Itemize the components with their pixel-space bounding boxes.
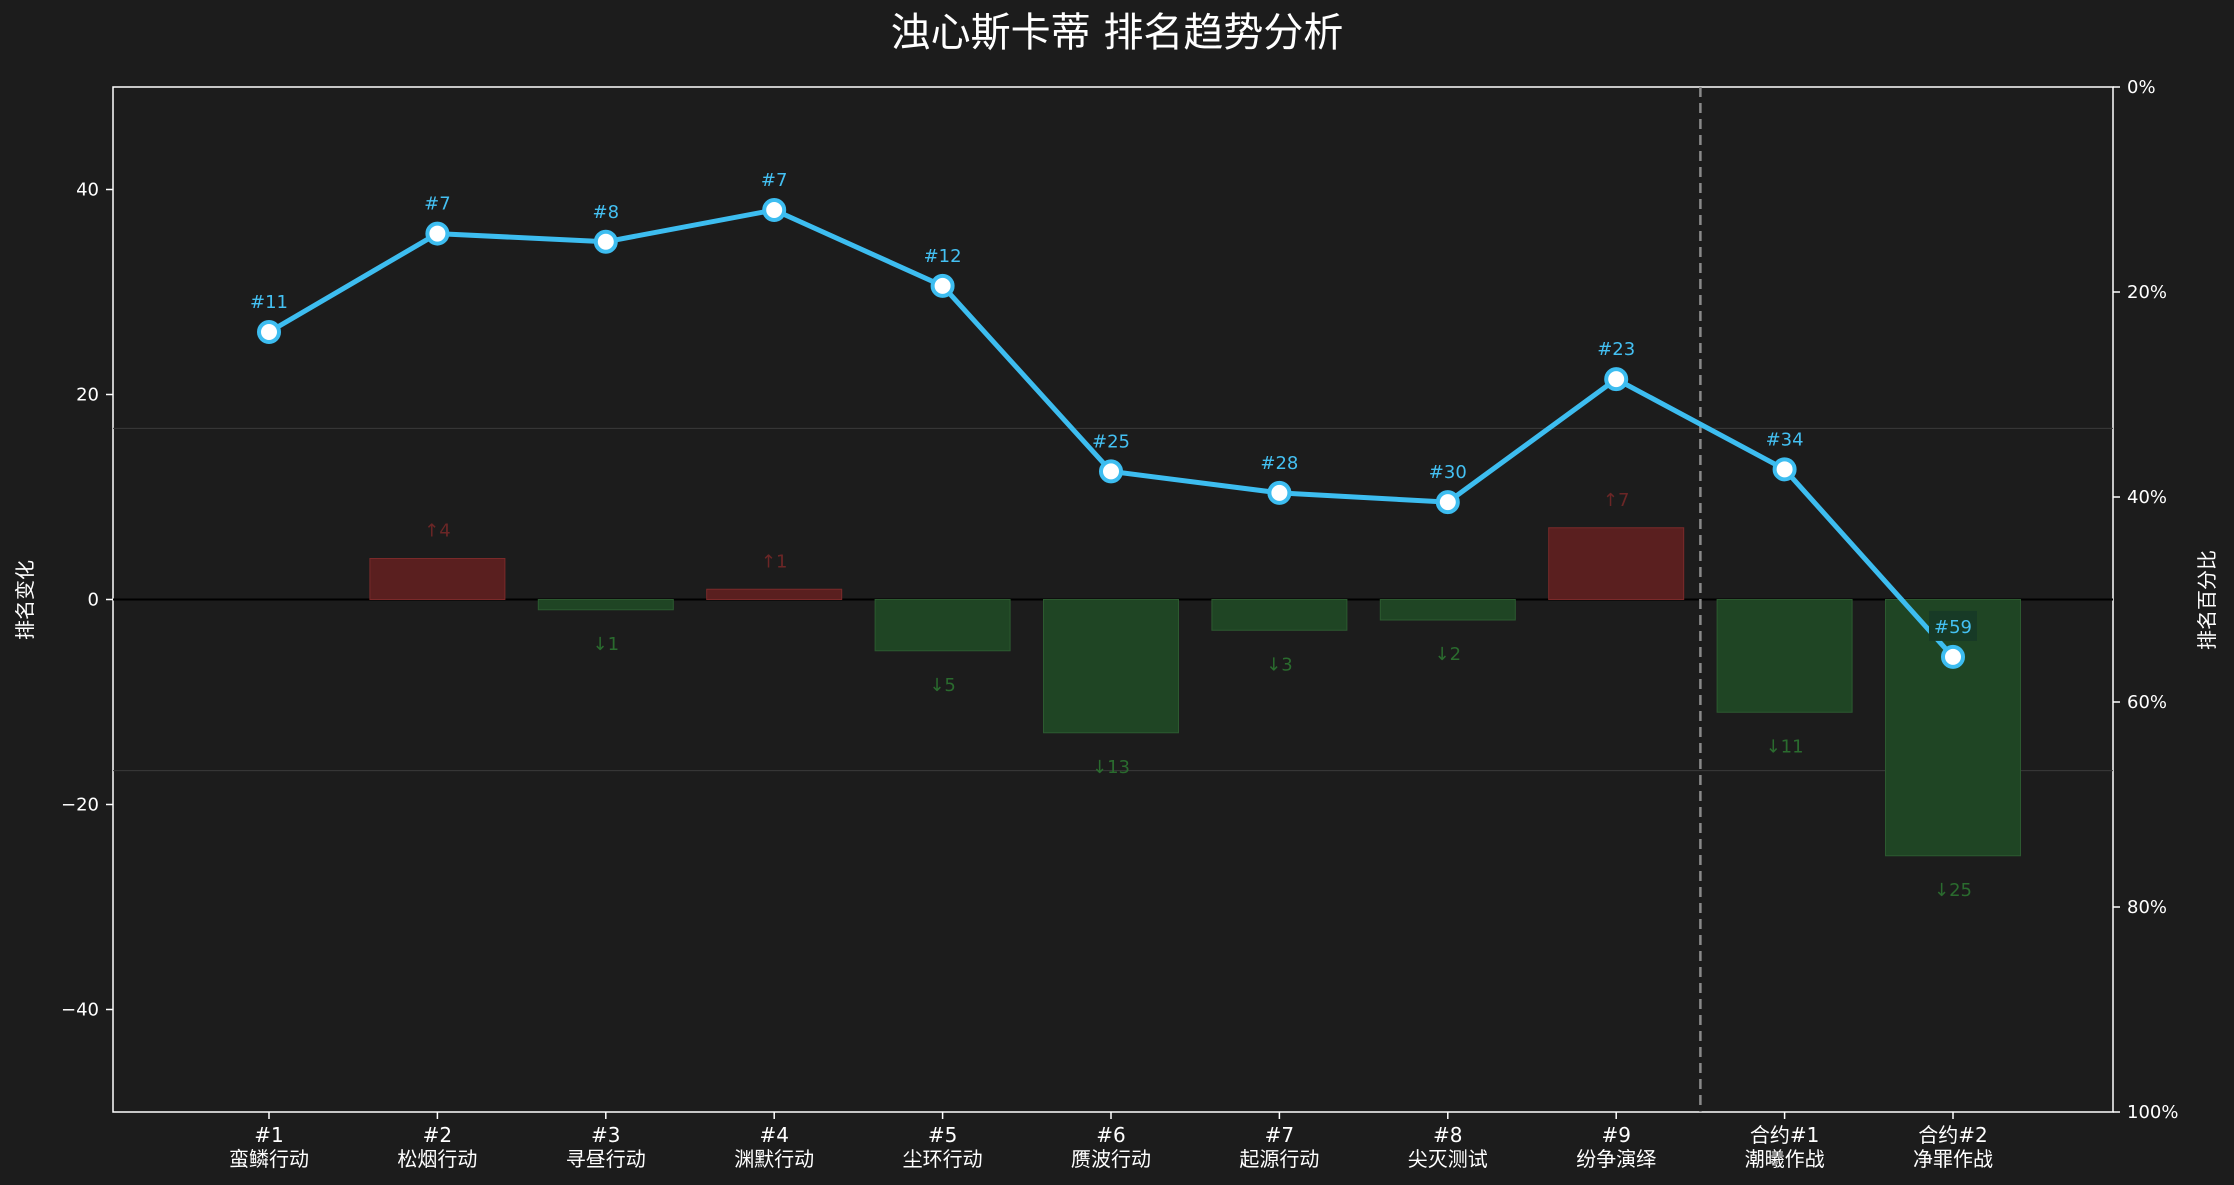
line-point — [1099, 459, 1123, 484]
x-tick-label: 寻昼行动 — [566, 1147, 646, 1171]
change-label: ↓5 — [929, 675, 956, 696]
x-tick-label: #3 — [591, 1123, 620, 1147]
y-axis-label: 排名变化 — [13, 560, 37, 640]
change-label: ↓1 — [593, 634, 620, 655]
y-tick-label: −40 — [61, 1000, 99, 1021]
change-label: ↑1 — [761, 551, 788, 572]
x-tick-label: 净罪作战 — [1913, 1147, 1993, 1171]
bar — [874, 599, 1011, 652]
line-point — [930, 273, 955, 298]
rank-label: #12 — [924, 246, 962, 267]
x-tick-label: 起源行动 — [1239, 1147, 1319, 1171]
y-tick-label: 40 — [76, 180, 99, 201]
bar — [706, 588, 843, 600]
rank-label: #7 — [424, 194, 451, 215]
change-label: ↓11 — [1766, 736, 1804, 757]
line-point — [425, 221, 450, 246]
rank-label: #34 — [1766, 429, 1804, 450]
y-axis-right: 0% 20% 40% 60% 80% 100% — [2113, 77, 2178, 1123]
change-labels: ↑4 ↓1 ↑1 ↓5 ↓13 ↓3 ↓2 ↑7 ↓11 ↓25 — [424, 490, 1972, 901]
rank-label-box — [1929, 610, 1977, 641]
x-tick-label: 赝波行动 — [1071, 1147, 1151, 1171]
x-tick-label: 蛮鳞行动 — [229, 1147, 309, 1171]
y2-axis-label: 排名百分比 — [2195, 550, 2219, 650]
x-tick-label: 潮曦作战 — [1745, 1147, 1825, 1171]
bar-series — [369, 527, 2021, 857]
x-tick-label: #7 — [1265, 1123, 1294, 1147]
rank-label: #59 — [1934, 617, 1972, 638]
change-label: ↑4 — [424, 521, 451, 542]
x-tick-label: 合约#2 — [1918, 1123, 1987, 1147]
rank-label: #11 — [250, 292, 288, 313]
rank-label: #23 — [1597, 339, 1635, 360]
y2-tick-label: 100% — [2127, 1102, 2178, 1123]
bar — [1211, 599, 1348, 631]
x-tick-label: #1 — [254, 1123, 283, 1147]
y2-tick-label: 80% — [2127, 897, 2167, 918]
y2-tick-label: 0% — [2127, 77, 2156, 98]
x-tick-label: #2 — [423, 1123, 452, 1147]
line-point — [1604, 367, 1629, 392]
bar — [369, 558, 506, 600]
rank-label: #25 — [1092, 431, 1130, 452]
line-point — [1435, 490, 1460, 515]
y2-tick-label: 60% — [2127, 692, 2167, 713]
y-tick-label: 0 — [88, 590, 99, 611]
y-tick-label: 20 — [76, 385, 99, 406]
bar — [1379, 599, 1516, 621]
line-point — [1267, 480, 1292, 505]
rank-label: #30 — [1429, 462, 1467, 483]
x-tick-label: 松烟行动 — [397, 1147, 477, 1171]
x-tick-label: #6 — [1096, 1123, 1125, 1147]
rank-label: #28 — [1260, 453, 1298, 474]
line-point — [593, 229, 618, 254]
y-tick-label: −20 — [61, 795, 99, 816]
x-tick-label: #5 — [928, 1123, 957, 1147]
bar — [537, 599, 674, 611]
change-label: ↓25 — [1934, 880, 1972, 901]
x-tick-label: 纷争演绎 — [1576, 1147, 1656, 1171]
change-label: ↓3 — [1266, 654, 1293, 675]
line-point — [1941, 644, 1965, 669]
bar — [1043, 599, 1179, 734]
change-label: ↓2 — [1435, 644, 1462, 665]
x-tick-label: #4 — [759, 1123, 788, 1147]
line-point — [1772, 457, 1797, 482]
rank-labels: #11 #7 #8 #7 #12 #25 #28 #30 #23 #34 #59 — [250, 170, 1977, 641]
line-point — [762, 198, 787, 222]
line-series — [257, 198, 1965, 669]
y2-tick-label: 40% — [2127, 487, 2167, 508]
bar — [1716, 599, 1853, 713]
x-tick-label: 尘环行动 — [903, 1147, 983, 1171]
y-axis-left: 40 20 0 −20 −40 — [61, 180, 113, 1021]
y2-tick-label: 20% — [2127, 282, 2167, 303]
bar — [1885, 599, 2021, 857]
x-tick-label: 渊默行动 — [734, 1147, 814, 1171]
chart-title: 浊心斯卡蒂 排名趋势分析 — [891, 10, 1344, 56]
change-label: ↑7 — [1603, 490, 1630, 511]
x-tick-label: #8 — [1433, 1123, 1462, 1147]
bar — [1548, 527, 1685, 600]
x-tick-label: 尖灭测试 — [1408, 1147, 1488, 1171]
x-tick-label: 合约#1 — [1750, 1123, 1819, 1147]
rank-label: #8 — [593, 202, 620, 223]
line-point — [257, 319, 281, 344]
x-tick-label: #9 — [1601, 1123, 1630, 1147]
change-label: ↓13 — [1092, 757, 1130, 778]
rank-label: #7 — [761, 170, 788, 191]
